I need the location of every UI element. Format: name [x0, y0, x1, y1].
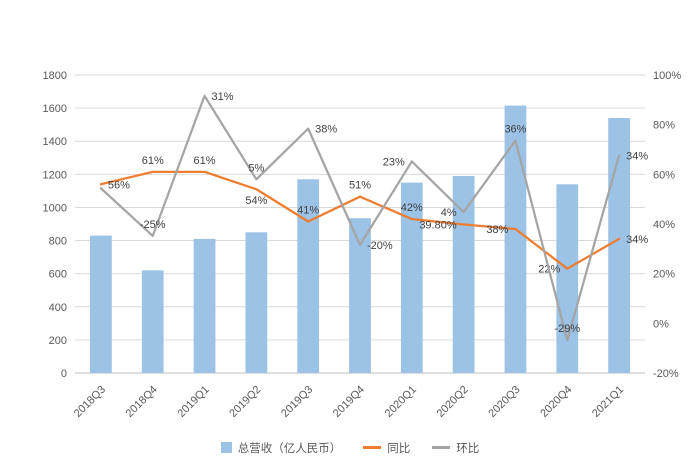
right-axis-tick-label: 80%: [653, 120, 675, 132]
revenue-bar-2021Q1: [608, 118, 630, 374]
qoq-legend-label: 环比: [456, 442, 480, 455]
qoq-data-label-2021Q1: 34%: [626, 150, 648, 162]
qoq-data-label-2020Q3: 36%: [504, 124, 526, 136]
qoq-line-swatch-icon: [432, 446, 451, 449]
right-axis-tick-label: -20%: [653, 368, 679, 380]
yoy-data-label-2018Q3: 56%: [108, 179, 130, 191]
left-axis-tick-label: 1800: [43, 70, 67, 82]
revenue-bar-2019Q3: [297, 179, 320, 373]
left-axis-tick-label: 1600: [43, 103, 67, 115]
legend-item-qoq: 环比: [432, 440, 479, 456]
qoq-data-label-2019Q4: -20%: [367, 240, 393, 252]
revenue-legend-label: 总营收（亿人民币）: [237, 442, 342, 455]
legend-item-revenue: 总营收（亿人民币）: [220, 440, 342, 456]
revenue-bar-2018Q3: [90, 235, 112, 373]
x-axis-label-2020Q3: 2020Q3: [486, 384, 522, 420]
right-axis-tick-label: 40%: [653, 219, 675, 231]
qoq-data-label-2020Q4: -29%: [554, 323, 580, 335]
revenue-bar-2020Q1: [400, 182, 423, 373]
left-axis-tick-label: 1000: [43, 202, 67, 214]
x-axis-label-2019Q4: 2019Q4: [331, 384, 367, 420]
revenue-bar-2020Q3: [504, 105, 527, 373]
x-axis-label-2019Q3: 2019Q3: [279, 384, 315, 420]
left-axis-tick-label: 0: [61, 368, 67, 380]
x-axis-label-2020Q2: 2020Q2: [435, 384, 471, 420]
left-axis-tick-label: 1200: [43, 169, 67, 181]
yoy-data-label-2019Q2: 54%: [245, 195, 267, 207]
yoy-data-label-2020Q3: 38%: [486, 224, 508, 236]
yoy-data-label-2018Q4: 61%: [142, 155, 164, 167]
revenue-bar-2019Q2: [245, 232, 268, 373]
revenue-bar-swatch-icon: [220, 442, 232, 453]
qoq-data-label-2018Q4: -25%: [140, 219, 166, 231]
qoq-data-label-2019Q1: 31%: [212, 91, 234, 103]
chart-legend: 总营收（亿人民币） 同比 环比: [0, 425, 700, 470]
right-axis-tick-label: 100%: [653, 70, 681, 82]
x-axis-label-2020Q1: 2020Q1: [383, 384, 419, 420]
legend-item-yoy: 同比: [363, 440, 410, 456]
yoy-data-label-2020Q1: 42%: [401, 202, 423, 214]
right-axis-tick-label: 0%: [653, 318, 669, 330]
left-axis-tick-label: 800: [49, 236, 67, 248]
left-axis-tick-label: 200: [49, 335, 67, 347]
right-axis-tick-label: 20%: [653, 269, 675, 281]
x-axis-label-2018Q4: 2018Q4: [124, 384, 160, 420]
yoy-data-label-2021Q1: 34%: [626, 234, 648, 246]
left-axis-tick-label: 400: [49, 302, 67, 314]
revenue-bar-2019Q4: [349, 218, 371, 373]
yoy-line-swatch-icon: [363, 446, 382, 449]
x-axis-label-2018Q3: 2018Q3: [72, 384, 108, 420]
yoy-line: [99, 170, 621, 270]
yoy-data-label-2020Q2: 39.80%: [419, 219, 457, 231]
yoy-data-label-2019Q3: 41%: [297, 205, 319, 217]
qoq-data-label-2019Q2: 5%: [248, 162, 264, 174]
yoy-data-label-2019Q4: 51%: [349, 180, 371, 192]
qoq-data-label-2020Q1: 23%: [383, 156, 405, 168]
revenue-bar-2020Q4: [556, 184, 579, 373]
left-axis-tick-label: 1400: [43, 136, 67, 148]
qoq-data-label-2020Q2: 4%: [441, 207, 457, 219]
x-axis-label-2019Q1: 2019Q1: [175, 384, 211, 420]
right-axis-tick-label: 60%: [653, 169, 675, 181]
x-axis-label-2019Q2: 2019Q2: [227, 384, 263, 420]
qoq-line: [99, 94, 621, 342]
x-axis-label-2020Q4: 2020Q4: [538, 384, 574, 420]
revenue-bar-2019Q1: [193, 238, 216, 373]
left-axis-tick-label: 600: [49, 269, 67, 281]
revenue-bar-2018Q4: [141, 270, 164, 373]
chart-plot-area: 0 200 400 600 800 1000 1200 1400 1600 1800 -20% 0% 2…: [43, 70, 682, 420]
yoy-legend-label: 同比: [387, 442, 411, 455]
qoq-data-label-2019Q3: 38%: [315, 124, 337, 136]
yoy-data-label-2019Q1: 61%: [194, 155, 216, 167]
x-axis-label-2021Q1: 2021Q1: [590, 384, 626, 420]
